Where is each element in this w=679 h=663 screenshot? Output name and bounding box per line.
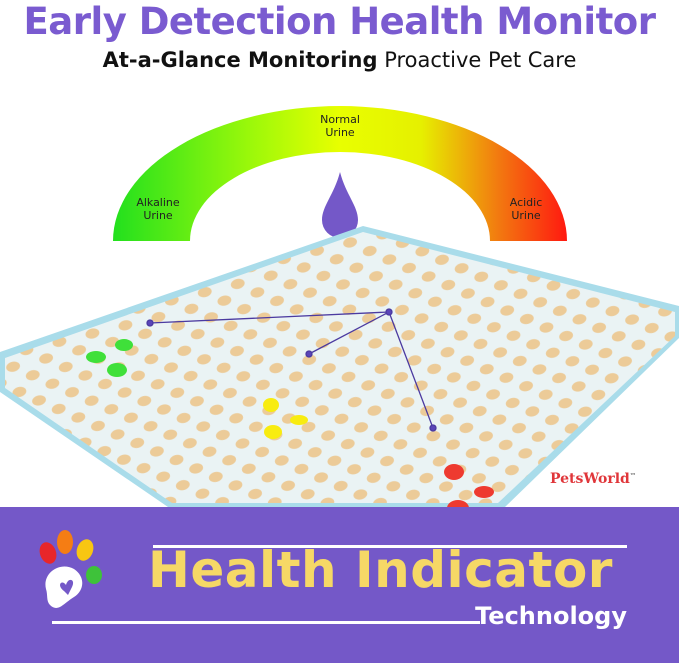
- alkaline-urine-label: Alkaline Urine: [136, 196, 180, 222]
- top-rule: [153, 545, 627, 548]
- tagline: Technology: [475, 602, 627, 630]
- page-title: Early Detection Health Monitor: [23, 0, 656, 43]
- ph-gauge-arc: [113, 106, 567, 241]
- subtitle-bold: At-a-Glance Monitoring: [102, 48, 378, 72]
- subtitle-rest: Proactive Pet Care: [384, 48, 577, 72]
- brand-logo: PetsWorld™: [544, 470, 642, 488]
- subtitle: At-a-Glance Monitoring Proactive Pet Car…: [0, 48, 679, 72]
- droplet-icon: [322, 172, 358, 238]
- acidic-urine-label: Acidic Urine: [509, 196, 543, 222]
- rainbow-paw-heart-icon: [39, 530, 102, 608]
- headline: Health Indicator: [148, 541, 613, 599]
- normal-urine-label: Normal Urine: [320, 113, 360, 139]
- bottom-rule: [52, 621, 480, 624]
- connector-lines: [146, 308, 437, 432]
- yellow-stain: [263, 398, 308, 439]
- pad-surface: [5, 232, 675, 503]
- health-indicator-banner: Health Indicator Technology: [0, 507, 679, 663]
- green-stain: [86, 339, 133, 377]
